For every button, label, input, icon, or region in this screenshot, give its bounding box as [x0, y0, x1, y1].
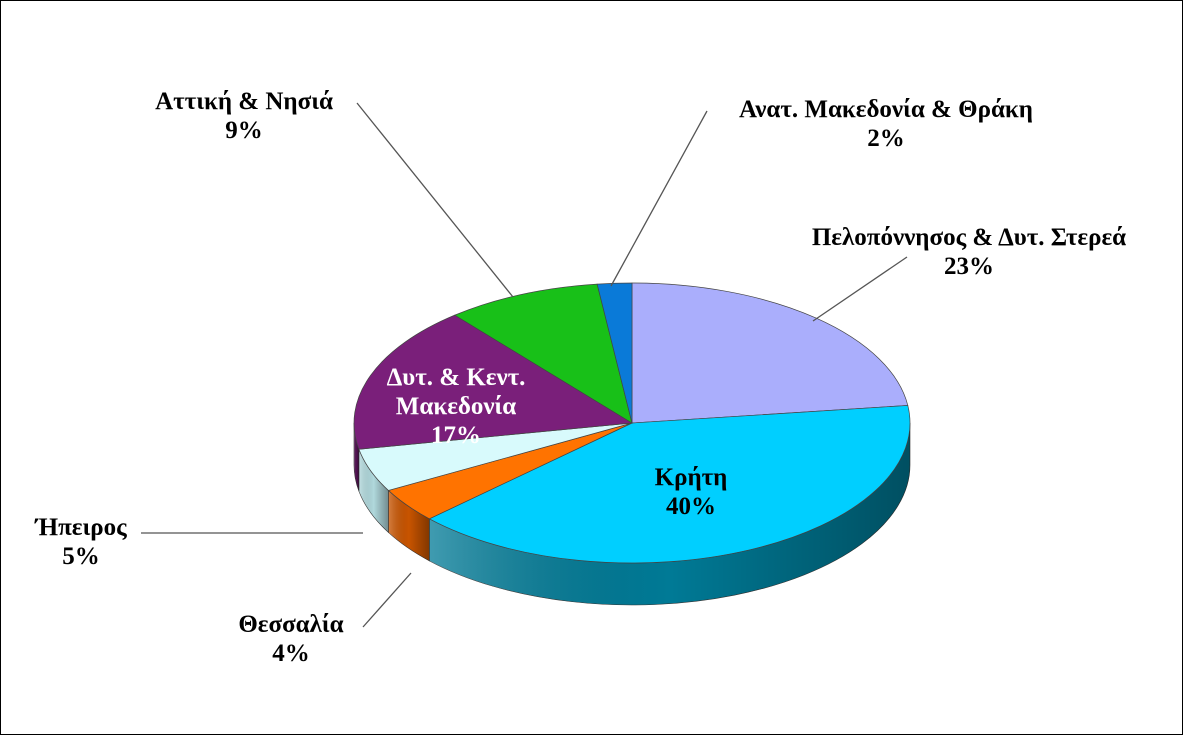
pie-slice-1	[428, 405, 911, 564]
leader-line-6	[610, 110, 708, 287]
pie-side-shade-2	[388, 490, 430, 561]
slice-percent: 4%	[272, 640, 310, 667]
slice-name: Πελοπόννησος & Δυτ. Στερεά	[812, 224, 1126, 251]
slice-name: Δυτ. & Κεντ.	[387, 364, 526, 391]
slice-name: Μακεδονία	[396, 393, 517, 420]
slice-name: Κρήτη	[655, 464, 728, 491]
slice-name: Ήπειρος	[33, 514, 127, 541]
slice-percent: 5%	[62, 543, 100, 570]
slice-percent: 17%	[431, 422, 481, 449]
slice-label-0: Πελοπόννησος & Δυτ. Στερεά 23%	[812, 224, 1126, 280]
leader-lines	[141, 102, 908, 628]
slice-label-5: Αττική & Νησιά 9%	[155, 88, 333, 144]
slice-percent: 23%	[944, 253, 994, 280]
slice-label-2: Θεσσαλία 4%	[238, 611, 343, 667]
slice-label-3: Ήπειρος 5%	[33, 514, 127, 570]
leader-line-5	[356, 102, 514, 298]
slice-labels: Πελοπόννησος & Δυτ. Στερεά 23% Κρήτη 40% Θεσ…	[33, 88, 1126, 667]
pie-side-shade-4	[354, 423, 359, 492]
pie-side-shade-1	[429, 423, 910, 606]
pie-slice-5	[454, 283, 633, 424]
slice-percent: 2%	[867, 125, 905, 152]
pie-slice-6	[596, 282, 633, 424]
slice-label-4: Δυτ. & Κεντ. Μακεδονία 17%	[387, 364, 526, 449]
slice-percent: 40%	[666, 493, 716, 520]
pie-slice-4	[353, 314, 634, 450]
slice-name: Ανατ. Μακεδονία & Θράκη	[739, 96, 1033, 123]
pie-sides	[353, 422, 911, 606]
leader-line-0	[812, 256, 908, 322]
slice-percent: 9%	[225, 117, 263, 144]
slice-label-1: Κρήτη 40%	[655, 464, 728, 520]
pie-side-shade-3	[358, 449, 389, 533]
pie-slices	[353, 282, 911, 564]
slice-name: Θεσσαλία	[238, 611, 343, 638]
pie-slice-0	[631, 282, 909, 424]
leader-line-2	[362, 572, 412, 628]
slice-name: Αττική & Νησιά	[155, 88, 333, 115]
slice-label-6: Ανατ. Μακεδονία & Θράκη 2%	[739, 96, 1033, 152]
